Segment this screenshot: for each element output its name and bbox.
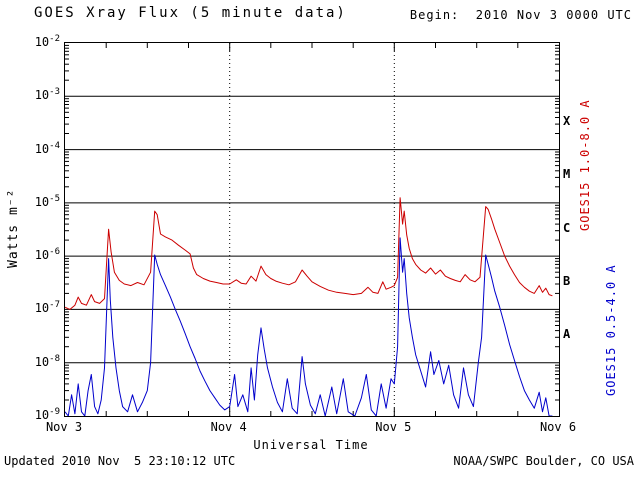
legend-short-label: GOES15 0.5-4.0 A [604, 264, 618, 396]
legend-long-label: GOES15 1.0-8.0 A [578, 99, 592, 231]
flare-class-letter: C [563, 220, 571, 235]
updated-timestamp: Updated 2010 Nov 5 23:10:12 UTC [4, 454, 236, 468]
y-tick-label: 10-2 [34, 34, 60, 49]
x-axis-title: Universal Time [253, 438, 369, 452]
x-tick-label: Nov 6 [539, 420, 577, 434]
chart-title: GOES Xray Flux (5 minute data) [34, 5, 347, 21]
plot-canvas [65, 43, 559, 416]
y-tick-label: 10-9 [34, 407, 60, 422]
flare-class-letter: B [563, 273, 571, 288]
series-line-goes15-0.5-4.0-a [65, 237, 553, 416]
y-tick-label: 10-4 [34, 140, 60, 156]
x-tick-label: Nov 5 [375, 420, 412, 434]
y-tick-label: 10-6 [34, 247, 60, 263]
series-line-goes15-1.0-8.0-a [65, 197, 553, 310]
y-tick-label: 10-3 [34, 87, 60, 103]
flare-class-letter: M [563, 167, 571, 182]
plot-area [64, 42, 560, 417]
flare-class-letter: A [563, 327, 571, 342]
y-tick-label: 10-7 [34, 300, 60, 316]
y-tick-label: 10-8 [34, 353, 60, 369]
y-tick-label: 10-5 [34, 193, 60, 209]
x-tick-label: Nov 4 [210, 420, 247, 434]
source-label: NOAA/SWPC Boulder, CO USA [453, 454, 634, 468]
begin-label: Begin: 2010 Nov 3 0000 UTC [409, 8, 632, 22]
flare-class-letter: X [563, 113, 571, 128]
x-tick-label: Nov 3 [45, 420, 83, 434]
y-axis-title: Watts m⁻² [6, 188, 21, 269]
